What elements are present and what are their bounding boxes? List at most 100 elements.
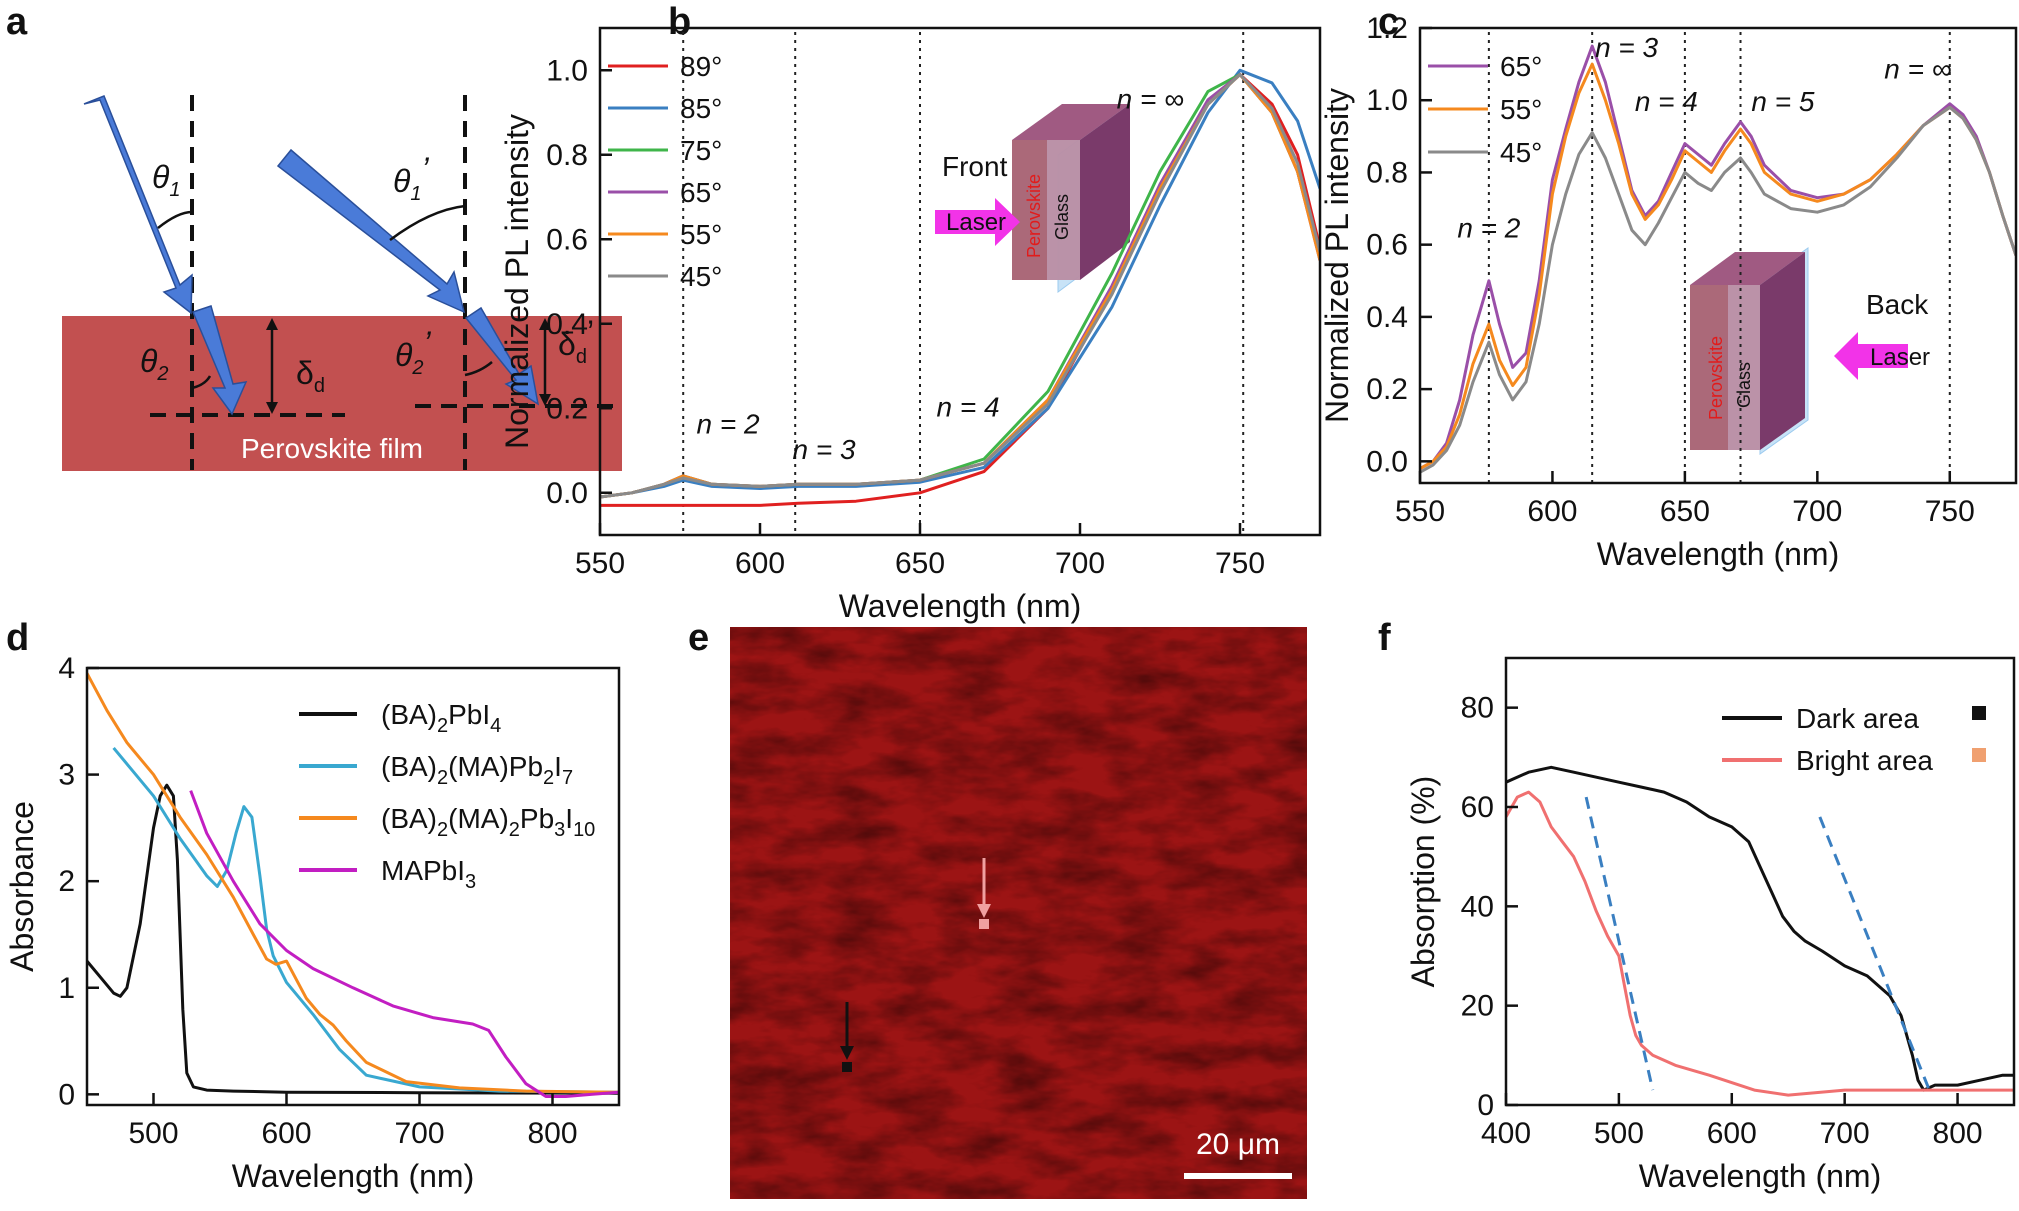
inset-side	[1080, 104, 1130, 280]
panel-a-label: a	[6, 1, 28, 43]
y-tick-label: 4	[58, 652, 75, 685]
x-tick-label: 800	[1933, 1117, 1983, 1150]
legend-label: Dark area	[1796, 703, 1919, 734]
panel-b: b Perovskite Glass Laser Front	[668, 1, 1130, 293]
y-tick-label: 0.0	[1366, 445, 1408, 478]
peak-annotation: n = 2	[1457, 212, 1520, 243]
y-tick-label: 0.6	[1366, 229, 1408, 262]
incident-beam-1	[83, 95, 193, 315]
panel-d-label: d	[6, 617, 29, 659]
micrograph-texture	[730, 627, 1307, 1199]
series-line-2	[112, 746, 619, 1094]
panel-a: a Perovskite film θ1 θ1’ θ2 θ2’ δ	[6, 1, 622, 471]
panel-f: f	[1378, 617, 1391, 659]
refracted-beam-2	[464, 306, 540, 406]
series-line-1	[1506, 765, 2014, 1092]
panel-d: d	[6, 617, 29, 659]
y-tick-label: 3	[58, 759, 75, 792]
x-tick-label: 600	[1707, 1117, 1757, 1150]
peak-annotation: n = 2	[696, 409, 759, 440]
peak-annotation: n = 5	[1751, 86, 1814, 117]
bright-area-arrow-head	[977, 904, 991, 918]
legend: 89° 85° 75° 65° 55° 45°	[608, 51, 722, 292]
panel-c-label: c	[1378, 1, 1399, 43]
y-tick-label: 1.0	[1366, 84, 1408, 117]
inset-glass-front	[1728, 285, 1760, 450]
peak-annotation: n = ∞	[1884, 54, 1951, 85]
y-tick-label: 0.8	[546, 139, 588, 172]
x-axis-label: Wavelength (nm)	[232, 1158, 474, 1194]
x-axis-label: Wavelength (nm)	[1639, 1158, 1881, 1194]
bright-area-marker	[979, 919, 989, 929]
panel-e: e 20 μm	[688, 617, 1307, 1199]
inset-perovskite-label: Perovskite	[1024, 174, 1044, 258]
dark-area-marker	[842, 1062, 852, 1072]
y-tick-label: 0.2	[546, 392, 588, 425]
series-line-1	[87, 783, 619, 1095]
legend-label: 65°	[1500, 51, 1542, 82]
legend-label: 75°	[680, 135, 722, 166]
x-tick-label: 700	[1055, 547, 1105, 580]
series-line-2	[600, 68, 1320, 499]
delta-arrow-head-top	[266, 318, 278, 330]
back-label: Back	[1866, 289, 1929, 320]
chart-d: 500 600 700 800 0 1 2 3 4 Wavelength (nm) Absorban…	[4, 652, 621, 1194]
peak-annotation: n = 4	[936, 392, 999, 423]
plot-frame	[1504, 656, 2016, 1107]
panel-b-label: b	[668, 1, 691, 43]
plot-frame	[1418, 26, 2018, 485]
y-tick-label: 20	[1461, 990, 1494, 1023]
inset-top	[1012, 104, 1130, 140]
y-tick-label: 1.2	[1366, 12, 1408, 45]
legend-label: 55°	[680, 219, 722, 250]
y-axis-label: Absorbance	[4, 801, 40, 972]
legend-label: 45°	[1500, 137, 1542, 168]
series-line-6	[600, 73, 1320, 499]
delta-arrow-head-bottom	[266, 402, 278, 414]
y-tick-label: 0.8	[1366, 156, 1408, 189]
chart-f: 400 500 600 700 800 0 20 40 60 80 Wavelength (nm) A…	[1405, 656, 2016, 1194]
peak-annotation: n = 3	[1595, 32, 1658, 63]
delta-label: δd	[296, 355, 325, 397]
y-tick-label: 1	[58, 972, 75, 1005]
panel-e-label: e	[688, 617, 709, 659]
x-tick-label: 750	[1925, 495, 1975, 528]
deltap-arrow-head-top	[539, 318, 551, 330]
theta2-arc	[191, 375, 212, 390]
theta2p-arc	[464, 361, 493, 377]
theta2p-label: θ2’	[395, 325, 431, 379]
back-inset: Perovskite Glass Laser Back	[1690, 247, 1930, 455]
tangent-dashed-line	[1584, 796, 1655, 1091]
y-tick-label: 40	[1461, 890, 1494, 923]
x-tick-label: 400	[1481, 1117, 1531, 1150]
panel-c: c Perovskite Glass Laser Back	[1378, 1, 1930, 455]
plot-frame	[598, 26, 1322, 537]
y-tick-label: 2	[58, 865, 75, 898]
x-tick-label: 550	[575, 547, 625, 580]
legend-label: Bright area	[1796, 745, 1933, 776]
theta1-label: θ1	[152, 159, 180, 201]
scale-bar-label: 20 μm	[1196, 1128, 1280, 1161]
legend-label: (BA)2(MA)2Pb3I10	[381, 803, 595, 841]
y-tick-label: 0.2	[1366, 373, 1408, 406]
incident-beam-2	[276, 148, 466, 314]
legend-label: 89°	[680, 51, 722, 82]
y-tick-label: 0	[1477, 1089, 1494, 1122]
legend-label: 85°	[680, 93, 722, 124]
y-tick-label: 0.0	[546, 477, 588, 510]
chart-c: 550 600 650 700 750 0.0 0.2 0.4 0.6 0.8 1.0 1.2 Wave…	[1319, 12, 2018, 572]
series-line-2	[1506, 790, 2014, 1097]
legend-label: MAPbI3	[381, 855, 476, 893]
legend-label: (BA)2(MA)Pb2I7	[381, 751, 573, 789]
legend: (BA)2PbI4 (BA)2(MA)Pb2I7 (BA)2(MA)2Pb3I10 M…	[299, 699, 595, 893]
laser-arrow-icon	[935, 198, 1020, 246]
series-line-3	[1420, 105, 2016, 474]
y-tick-label: 80	[1461, 692, 1494, 725]
x-tick-label: 600	[1527, 495, 1577, 528]
x-tick-label: 650	[895, 547, 945, 580]
x-tick-label: 600	[261, 1117, 311, 1150]
x-axis-label: Wavelength (nm)	[1597, 536, 1839, 572]
x-tick-label: 500	[128, 1117, 178, 1150]
panel-f-label: f	[1378, 617, 1391, 659]
inset-glass-front	[1047, 140, 1080, 280]
